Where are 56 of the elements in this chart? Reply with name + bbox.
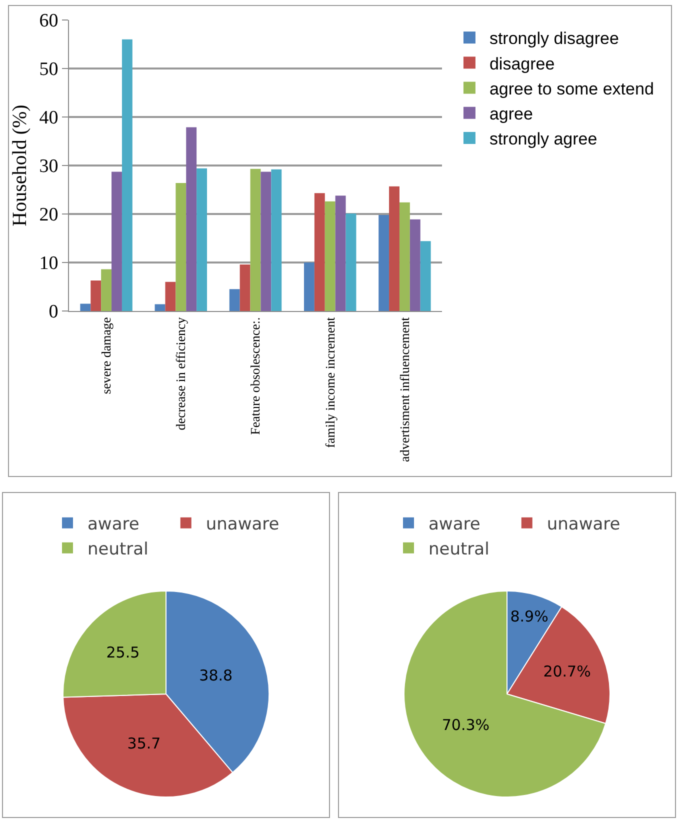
bar — [410, 219, 420, 311]
x-tick-label: advertisment influencement — [396, 316, 412, 462]
bar — [420, 241, 431, 311]
y-tick-label: 50 — [39, 59, 58, 80]
x-tick-label: family income increment — [322, 316, 338, 448]
bar — [304, 262, 314, 311]
y-axis-title: Household (%) — [9, 104, 31, 226]
bar — [90, 280, 102, 311]
x-tick-label: severe damage — [98, 316, 114, 394]
legend-label: disagree — [489, 54, 555, 74]
bar — [101, 269, 112, 311]
bar — [176, 182, 186, 311]
legend-label: unaware — [206, 514, 280, 534]
bar — [240, 264, 250, 311]
bar — [229, 289, 240, 311]
bar — [346, 214, 356, 311]
y-tick-label: 40 — [39, 108, 58, 129]
legend-label: unaware — [546, 514, 620, 534]
bar — [186, 127, 197, 311]
y-tick-label: 0 — [48, 302, 58, 323]
data-label: 35.7 — [127, 734, 161, 753]
legend-label: agree to some extend — [489, 79, 654, 98]
x-tick-label: decrease in efficiency — [173, 316, 188, 430]
bar — [165, 282, 176, 311]
data-label: 38.8 — [199, 666, 233, 685]
legend-label: neutral — [88, 540, 148, 560]
bar — [335, 196, 346, 311]
data-label: 20.7% — [543, 662, 591, 680]
data-label: 8.9% — [510, 607, 548, 626]
bar — [122, 39, 132, 311]
legend-label: aware — [428, 514, 480, 534]
y-tick-label: 30 — [39, 156, 58, 178]
bar — [314, 193, 325, 311]
bar — [389, 186, 400, 311]
bar — [196, 168, 208, 311]
y-tick-label: 10 — [39, 253, 58, 274]
legend-label: neutral — [428, 540, 490, 560]
y-tick-label: 60 — [39, 10, 58, 32]
bar — [80, 304, 91, 311]
bar — [399, 202, 410, 311]
pie-slice — [404, 590, 606, 798]
legend-label: strongly disagree — [489, 29, 619, 48]
bar — [260, 172, 272, 311]
x-tick-label: Feature obsolescence:. — [248, 317, 263, 435]
legend-label: agree — [489, 104, 533, 124]
legend-label: aware — [88, 514, 140, 534]
legend-label: strongly agree — [489, 130, 598, 149]
bar — [324, 201, 336, 311]
bar — [271, 169, 282, 311]
bar — [154, 304, 166, 311]
data-label: 25.5 — [106, 643, 140, 662]
bar — [250, 168, 261, 311]
bar — [378, 214, 390, 311]
bar — [112, 172, 122, 311]
data-label: 70.3% — [442, 716, 490, 734]
y-tick-label: 20 — [39, 204, 58, 226]
